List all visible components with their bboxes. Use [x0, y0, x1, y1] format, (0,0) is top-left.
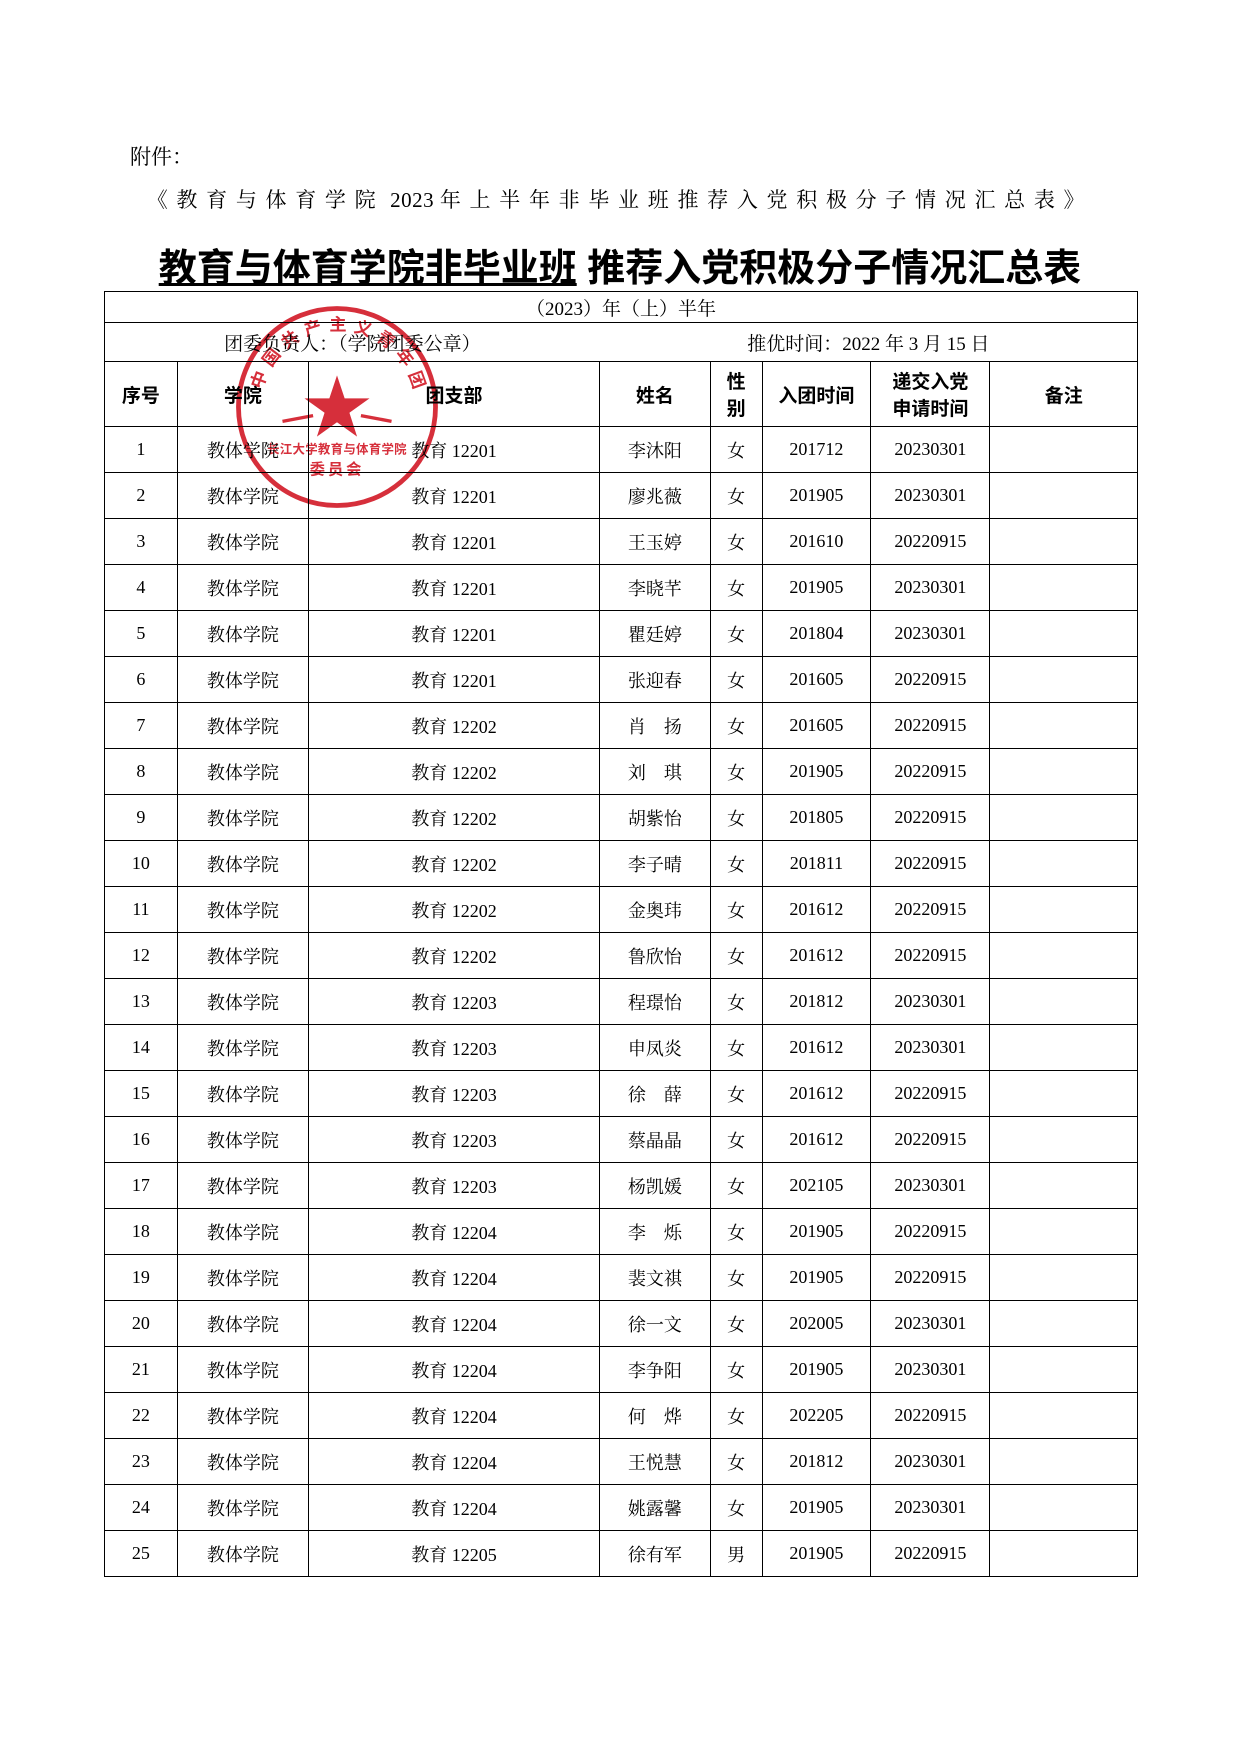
svg-text:团: 团	[404, 367, 433, 392]
svg-text:义: 义	[352, 312, 376, 341]
svg-text:中: 中	[243, 367, 272, 392]
svg-text:主: 主	[329, 310, 346, 335]
svg-text:长江大学教育与体育学院: 长江大学教育与体育学院	[267, 439, 407, 457]
svg-text:产: 产	[300, 312, 324, 341]
svg-text:委员会: 委员会	[310, 457, 365, 479]
